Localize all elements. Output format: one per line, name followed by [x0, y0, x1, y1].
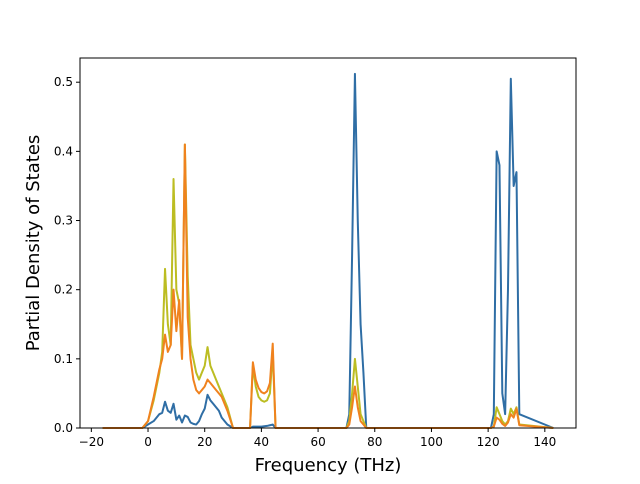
y-tick-label: 0.0	[54, 421, 73, 435]
y-tick-label: 0.1	[54, 352, 73, 366]
y-axis-label: Partial Density of States	[23, 135, 44, 352]
x-tick-label: 100	[420, 435, 443, 449]
y-tick-label: 0.2	[54, 283, 73, 297]
x-tick-label: 80	[367, 435, 382, 449]
y-tick-label: 0.3	[54, 214, 73, 228]
x-tick-label: 140	[533, 435, 556, 449]
plot-frame	[79, 57, 577, 429]
x-tick-label: 20	[197, 435, 212, 449]
x-tick-label: −20	[79, 435, 104, 449]
x-tick-label: 120	[477, 435, 500, 449]
x-tick-label: 0	[144, 435, 152, 449]
y-tick-label: 0.5	[54, 75, 73, 89]
x-axis-label: Frequency (THz)	[255, 455, 402, 476]
x-tick-label: 60	[310, 435, 325, 449]
axes-layer: −20 0 20 40 60 80 100 120 140 0.0 0.1 0.2 0.3 0.4 0.5	[54, 75, 556, 449]
y-tick-label: 0.4	[54, 144, 73, 158]
x-tick-label: 40	[254, 435, 269, 449]
